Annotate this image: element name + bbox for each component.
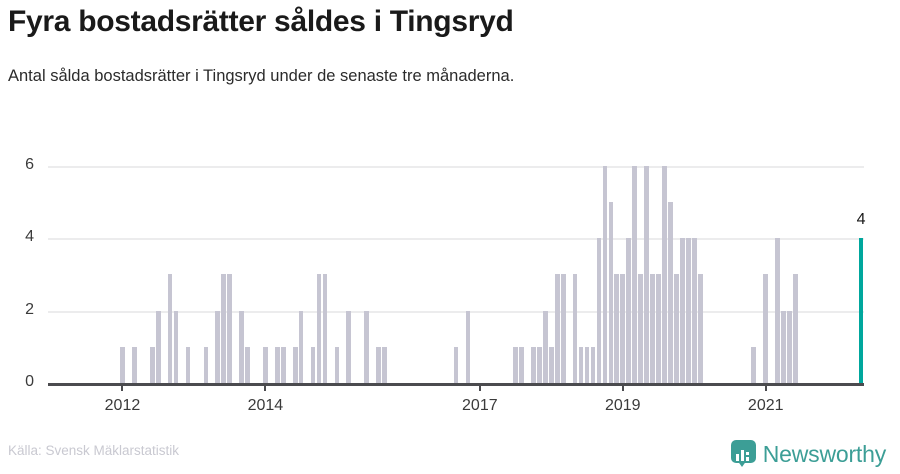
bar xyxy=(632,165,637,383)
bar xyxy=(334,346,340,383)
bar xyxy=(620,274,626,383)
y-axis-tick-label: 4 xyxy=(25,228,34,246)
bar xyxy=(763,274,769,383)
bar xyxy=(316,274,322,383)
bar xyxy=(560,274,566,383)
bar-value-label: 4 xyxy=(856,211,866,229)
bar xyxy=(751,346,757,383)
x-axis-tick-mark xyxy=(764,383,767,391)
bar xyxy=(346,310,352,383)
plot-area: 0 2 4 6 4 2012 2014 2017 2019 2021 xyxy=(25,155,866,414)
chart-subtitle: Antal sålda bostadsrätter i Tingsryd und… xyxy=(8,67,515,85)
x-axis-tick-mark xyxy=(621,383,624,391)
bar xyxy=(662,165,667,383)
bar xyxy=(453,346,459,383)
bar xyxy=(548,346,554,383)
bar xyxy=(274,346,280,383)
y-axis-tick-label: 0 xyxy=(25,373,34,390)
gridline xyxy=(48,310,864,313)
bar xyxy=(227,274,232,383)
bar xyxy=(149,346,155,383)
bar xyxy=(697,274,703,383)
bar xyxy=(376,346,381,383)
bar xyxy=(173,310,179,383)
x-axis-tick-label: 2012 xyxy=(104,397,141,414)
bar xyxy=(215,310,221,383)
x-axis-tick-label: 2021 xyxy=(747,397,784,414)
bar xyxy=(691,238,697,383)
x-axis-tick-mark xyxy=(264,383,267,391)
bar xyxy=(590,346,596,383)
bar xyxy=(167,274,173,383)
bar xyxy=(572,274,578,383)
page-title: Fyra bostadsrätter såldes i Tingsryd xyxy=(8,5,514,38)
bar xyxy=(578,346,584,383)
bar xyxy=(185,346,191,383)
y-axis-tick-label: 6 xyxy=(25,155,34,173)
bar xyxy=(668,202,673,383)
bar xyxy=(775,238,780,383)
bar xyxy=(584,346,590,383)
bar xyxy=(310,346,316,383)
bar xyxy=(120,346,125,383)
bar xyxy=(513,346,518,383)
bar xyxy=(280,346,286,383)
bar xyxy=(644,165,649,383)
bar xyxy=(638,274,643,383)
bar xyxy=(132,346,137,383)
bar xyxy=(537,346,542,383)
newsworthy-logo: Newsworthy xyxy=(730,440,886,468)
bar xyxy=(292,346,298,383)
x-axis-tick-label: 2014 xyxy=(247,397,284,414)
bar xyxy=(203,346,209,383)
bar xyxy=(322,274,328,383)
bar xyxy=(614,274,620,383)
bar xyxy=(364,310,369,383)
y-axis-tick-label: 2 xyxy=(25,300,34,318)
bar xyxy=(382,346,387,383)
x-axis-tick-label: 2017 xyxy=(462,397,498,414)
bar xyxy=(608,202,614,383)
bar xyxy=(596,238,602,383)
bar xyxy=(465,310,471,383)
bar-chart-speech-bubble-icon xyxy=(730,440,756,468)
bar xyxy=(155,310,161,383)
bar xyxy=(626,238,632,383)
bar xyxy=(263,346,268,383)
logo-text: Newsworthy xyxy=(762,440,886,467)
bar xyxy=(680,238,685,383)
bar xyxy=(245,346,250,383)
bar xyxy=(543,310,548,383)
bar xyxy=(793,274,798,383)
x-axis-tick-mark xyxy=(478,383,481,391)
bar xyxy=(519,346,524,383)
gridline xyxy=(48,238,864,241)
bar xyxy=(221,274,227,383)
bar xyxy=(685,238,691,383)
source-note: Källa: Svensk Mäklarstatistik xyxy=(8,443,180,458)
bar xyxy=(656,274,661,383)
bar xyxy=(787,310,792,383)
bar xyxy=(554,274,560,383)
bar xyxy=(674,274,679,383)
x-axis-line xyxy=(48,383,864,386)
bar xyxy=(531,346,536,383)
bar-highlighted xyxy=(858,238,864,383)
gridline xyxy=(48,165,864,168)
bar xyxy=(298,310,304,383)
bar xyxy=(781,310,786,383)
bar xyxy=(239,310,244,383)
bar xyxy=(602,165,608,383)
x-axis-tick-label: 2019 xyxy=(604,397,641,414)
bar xyxy=(650,274,655,383)
x-axis-tick-mark xyxy=(121,383,124,391)
